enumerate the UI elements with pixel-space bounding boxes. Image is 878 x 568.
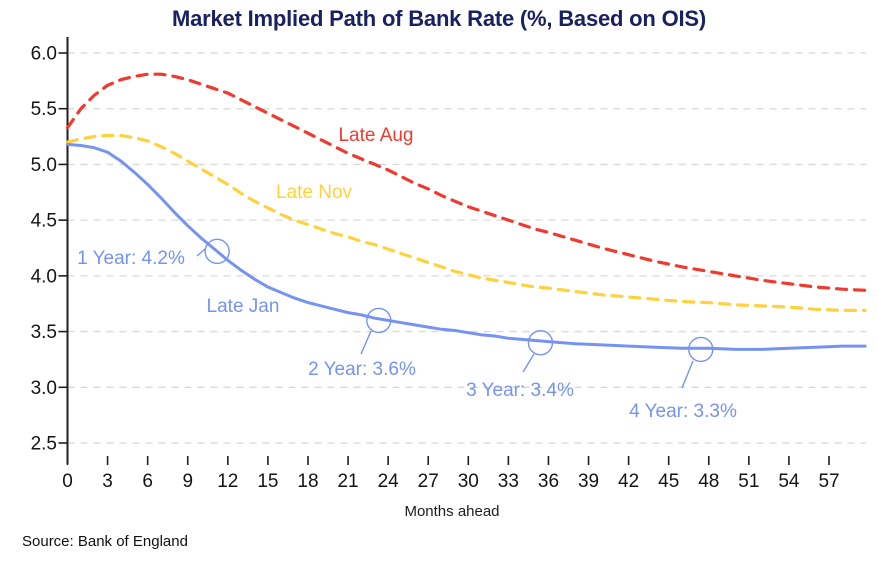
year-marker-circle [204,238,230,265]
year-marker-circle [688,336,714,363]
y-tick-label: 5.5 [31,99,57,120]
chart-title: Market Implied Path of Bank Rate (%, Bas… [172,6,706,31]
y-tick-label: 6.0 [31,44,57,65]
year-marker-tail [196,248,206,257]
curve-label-late-jan: Late Jan [207,296,280,317]
year-marker-circle [366,307,392,334]
x-tick-label: 3 [102,471,113,492]
x-tick-label: 21 [337,471,358,492]
y-tick-label: 5.0 [31,155,57,176]
series-line-late-jan [66,142,867,351]
x-tick-label: 36 [538,471,559,492]
series-line-late-aug [65,72,867,292]
annotation-label: 1 Year: 4.2% [77,248,185,269]
y-tick-label: 4.0 [31,266,57,287]
x-tick-label: 48 [698,471,719,492]
source-note: Source: Bank of England [22,533,188,550]
y-tick-label: 2.5 [31,434,57,455]
x-tick-label: 6 [142,471,153,492]
year-marker-tail [522,353,535,373]
x-tick-label: 18 [297,471,318,492]
x-tick-label: 51 [738,471,759,492]
x-tick-label: 27 [418,471,439,492]
x-tick-label: 42 [618,471,639,492]
annotation-label: 2 Year: 3.6% [308,359,416,380]
annotation-label: 3 Year: 3.4% [466,380,574,401]
x-tick-label: 24 [378,471,400,492]
x-tick-label: 12 [217,471,238,492]
x-tick-label: 45 [658,471,679,492]
x-tick-label: 33 [498,471,519,492]
x-tick-label: 9 [182,471,193,492]
year-marker-tail [360,330,372,355]
year-marker-tail [681,360,694,389]
x-tick-label: 54 [778,471,800,492]
year-marker-circle [527,330,554,356]
y-tick-label: 3.5 [31,322,57,343]
series-line-late-nov [65,133,867,312]
curve-label-late-aug: Late Aug [338,125,413,146]
x-tick-label: 39 [578,471,599,492]
x-tick-label: 30 [458,471,479,492]
x-tick-label: 57 [818,471,839,492]
annotation-label: 4 Year: 3.3% [629,401,737,422]
y-tick-label: 4.5 [31,211,57,232]
y-tick-label: 3.0 [31,378,57,399]
curve-label-late-nov: Late Nov [276,182,353,203]
x-tick-label: 15 [257,471,278,492]
x-axis-label: Months ahead [404,503,500,520]
x-tick-label: 0 [62,471,73,492]
